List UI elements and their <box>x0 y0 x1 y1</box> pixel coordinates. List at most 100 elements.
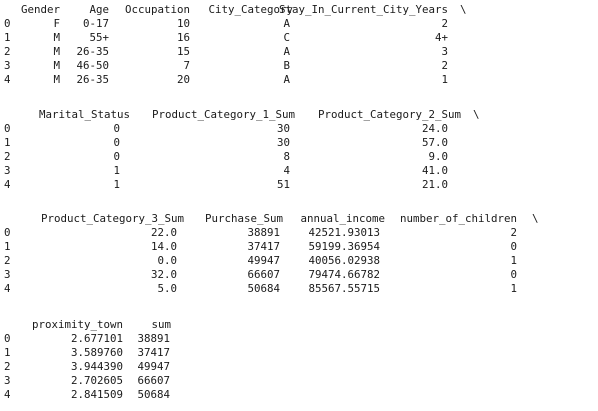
table-cell: M <box>53 31 60 44</box>
table-cell: 42521.93013 <box>308 226 380 239</box>
table-cell: M <box>53 59 60 72</box>
column-header: Product_Category_3_Sum <box>40 212 184 225</box>
row-index: 3 <box>4 268 11 281</box>
table-row: 0 2.677101 38891 <box>0 332 598 346</box>
row-index: 3 <box>4 59 11 72</box>
table-cell: 37417 <box>247 240 280 253</box>
line-continuation-marker: \ <box>532 212 539 225</box>
table-cell: 2 <box>441 59 448 72</box>
table-cell: 50684 <box>247 282 280 295</box>
line-continuation-marker: \ <box>460 3 467 16</box>
table-row: 3 32.0 66607 79474.66782 0 <box>0 268 598 282</box>
table-cell: 0 <box>510 268 517 281</box>
column-header: Age <box>89 3 109 16</box>
table-cell: 3 <box>441 45 448 58</box>
table-cell: 0.0 <box>157 254 177 267</box>
row-index: 4 <box>4 73 11 86</box>
column-header: Occupation <box>124 3 190 16</box>
table-cell: 5.0 <box>157 282 177 295</box>
table-cell: 7 <box>183 59 190 72</box>
table-cell: 0 <box>113 150 120 163</box>
dataframe-block: Product_Category_3_Sum Purchase_Sum annual… <box>0 212 598 296</box>
row-index: 4 <box>4 178 11 191</box>
table-row: 0 F 0-17 10 A 2 <box>0 17 598 31</box>
table-cell: 38891 <box>137 332 170 345</box>
table-cell: A <box>283 45 290 58</box>
table-cell: 21.0 <box>421 178 448 191</box>
table-cell: 10 <box>176 17 190 30</box>
table-row: 4 M 26-35 20 A 1 <box>0 73 598 87</box>
row-index: 0 <box>4 332 11 345</box>
column-header: number_of_children <box>399 212 517 225</box>
table-cell: C <box>283 31 290 44</box>
table-cell: M <box>53 73 60 86</box>
column-header: Marital_Status <box>38 108 130 121</box>
table-row: 0 22.0 38891 42521.93013 2 <box>0 226 598 240</box>
column-header: Purchase_Sum <box>204 212 283 225</box>
table-cell: 50684 <box>137 388 170 401</box>
row-index: 2 <box>4 254 11 267</box>
dataframe-block: Marital_Status Product_Category_1_Sum Prod… <box>0 108 598 192</box>
column-header: Gender <box>20 3 60 16</box>
table-cell: 16 <box>176 31 190 44</box>
table-cell: 66607 <box>137 374 170 387</box>
column-header: Stay_In_Current_City_Years <box>278 3 448 16</box>
row-index: 4 <box>4 282 11 295</box>
table-cell: 1 <box>113 164 120 177</box>
table-row: 1 M 55+ 16 C 4+ <box>0 31 598 45</box>
column-header: City_Category <box>208 3 293 16</box>
column-header: Product_Category_2_Sum <box>317 108 461 121</box>
table-row: 3 M 46-50 7 B 2 <box>0 59 598 73</box>
table-cell: 4 <box>283 164 290 177</box>
row-index: 3 <box>4 164 11 177</box>
table-cell: 49947 <box>247 254 280 267</box>
table-cell: 2.677101 <box>70 332 123 345</box>
table-row: 4 5.0 50684 85567.55715 1 <box>0 282 598 296</box>
table-cell: A <box>283 17 290 30</box>
table-cell: 26-35 <box>76 45 109 58</box>
table-cell: 2 <box>441 17 448 30</box>
table-cell: 2 <box>510 226 517 239</box>
row-index: 1 <box>4 136 11 149</box>
table-cell: 85567.55715 <box>308 282 380 295</box>
table-cell: 14.0 <box>150 240 177 253</box>
table-row: 2 3.944390 49947 <box>0 360 598 374</box>
row-index: 0 <box>4 122 11 135</box>
table-cell: 59199.36954 <box>308 240 380 253</box>
table-cell: 1 <box>113 178 120 191</box>
table-row: 3 1 4 41.0 <box>0 164 598 178</box>
table-cell: 38891 <box>247 226 280 239</box>
row-index: 2 <box>4 45 11 58</box>
table-cell: 32.0 <box>150 268 177 281</box>
table-row: 2 0 8 9.0 <box>0 150 598 164</box>
table-cell: 41.0 <box>421 164 448 177</box>
column-header: annual_income <box>300 212 385 225</box>
table-cell: 1 <box>441 73 448 86</box>
column-header-row: Gender Age Occupation City_Category Stay_In_… <box>0 3 598 17</box>
table-row: 0 0 30 24.0 <box>0 122 598 136</box>
table-row: 1 3.589760 37417 <box>0 346 598 360</box>
table-cell: M <box>53 45 60 58</box>
table-cell: 8 <box>283 150 290 163</box>
row-index: 2 <box>4 150 11 163</box>
table-cell: F <box>53 17 60 30</box>
row-index: 0 <box>4 226 11 239</box>
table-cell: 1 <box>510 282 517 295</box>
dataframe-block: proximity_town sum 0 2.677101 38891 1 3.589760… <box>0 318 598 402</box>
table-row: 4 2.841509 50684 <box>0 388 598 402</box>
table-cell: 26-35 <box>76 73 109 86</box>
table-cell: 0-17 <box>82 17 109 30</box>
row-index: 1 <box>4 240 11 253</box>
table-cell: 0 <box>113 136 120 149</box>
table-cell: 40056.02938 <box>308 254 380 267</box>
table-cell: 0 <box>113 122 120 135</box>
row-index: 2 <box>4 360 11 373</box>
column-header: sum <box>151 318 171 331</box>
table-cell: 4+ <box>434 31 448 44</box>
column-header-row: proximity_town sum <box>0 318 598 332</box>
table-cell: 22.0 <box>150 226 177 239</box>
row-index: 3 <box>4 374 11 387</box>
table-row: 2 0.0 49947 40056.02938 1 <box>0 254 598 268</box>
table-cell: 55+ <box>89 31 109 44</box>
